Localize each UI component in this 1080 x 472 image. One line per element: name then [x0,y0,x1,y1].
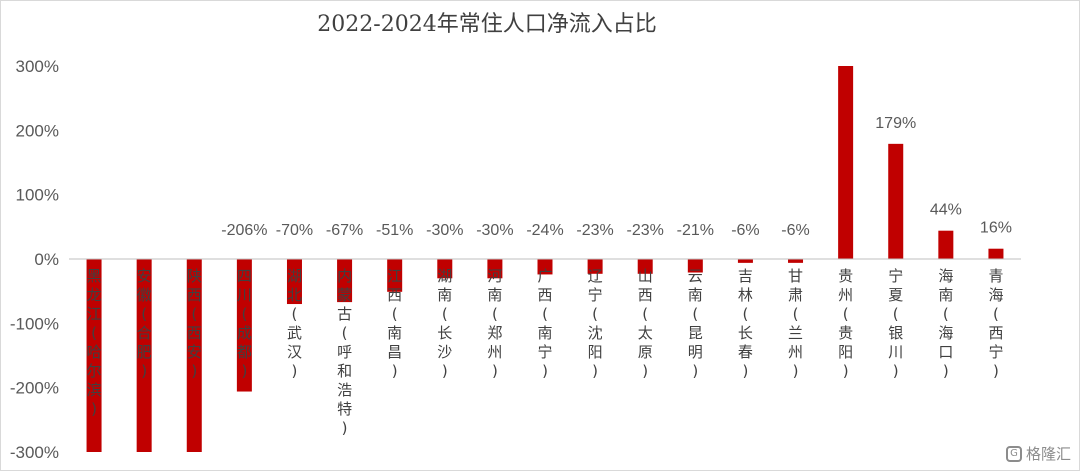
bar [737,259,753,263]
data-label: -6% [731,222,759,239]
category-label: 山西(太原) [638,267,653,380]
bar [136,259,152,452]
category-label: 青海(西宁) [988,267,1003,380]
category-label: 湖南(长沙) [437,267,452,380]
category-label: 安徽(合肥) [137,267,152,380]
data-label: -30% [476,222,513,239]
data-label: -6% [781,222,809,239]
y-axis: 300% 200% 100% 0% -100% -200% -300% [10,57,59,462]
bar [938,230,954,259]
bar [537,259,553,275]
bar [86,259,102,452]
data-labels: -206% -70% -67% -51% -30% -30% -24% -23% -23% -21… [221,115,1012,239]
category-label: 内蒙古(呼和浩特) [337,267,352,437]
bar [838,66,854,259]
category-label: 陕西(西安) [187,267,202,380]
data-label: -30% [426,222,463,239]
chart-title: 2022-2024年常住人口净流入占比 [317,12,656,37]
data-label: -23% [627,222,664,239]
data-label: -70% [276,222,313,239]
bar [637,259,653,274]
data-label: 44% [930,202,962,219]
bar [337,259,353,303]
bar [286,259,302,305]
category-label: 云南(昆明) [688,267,703,380]
bar [437,259,453,279]
bar [687,259,703,273]
category-label: 宁夏(银川) [888,267,903,380]
bar [236,259,252,392]
data-label: -51% [376,222,413,239]
watermark-text: 格隆汇 [1025,445,1071,463]
y-tick-label: 0% [34,250,59,269]
bar [186,259,202,452]
y-tick-label: -300% [10,443,59,462]
watermark: G 格隆汇 [1005,443,1071,464]
category-label: 辽宁(沈阳) [588,267,603,380]
category-label: 江西(南昌) [387,267,402,380]
category-label: 河南(郑州) [487,267,502,380]
data-label: 179% [875,115,916,132]
bar [788,259,804,263]
y-tick-label: -100% [10,314,59,333]
data-label: -67% [326,222,363,239]
category-label: 湖北(武汉) [287,267,302,380]
gelonghui-logo-icon: G [1005,445,1022,462]
category-label: 广西(南宁) [537,267,552,380]
category-labels: 黑龙江(哈尔滨) 安徽(合肥) 陕西(西安) 四川(成都) 湖北(武汉) 内蒙古(呼和浩特… [87,267,1004,437]
bar [487,259,503,279]
category-label: 海南(海口) [938,267,953,380]
data-label: -24% [526,222,563,239]
category-label: 甘肃(兰州) [788,267,803,380]
category-label: 贵州(贵阳) [838,267,853,380]
y-tick-label: 100% [16,186,59,205]
y-tick-label: -200% [10,379,59,398]
bar-series [86,66,1004,452]
bar [888,143,904,259]
bar [988,248,1004,259]
category-label: 吉林(长春) [738,267,753,380]
category-label: 四川(成都) [237,267,252,380]
data-label: -206% [221,222,267,239]
y-tick-label: 200% [16,121,59,140]
data-label: -21% [677,222,714,239]
data-label: -23% [576,222,613,239]
bar [587,259,603,274]
bar [387,259,403,292]
data-label: 16% [980,220,1012,237]
category-label: 黑龙江(哈尔滨) [87,267,102,418]
y-tick-label: 300% [16,57,59,76]
